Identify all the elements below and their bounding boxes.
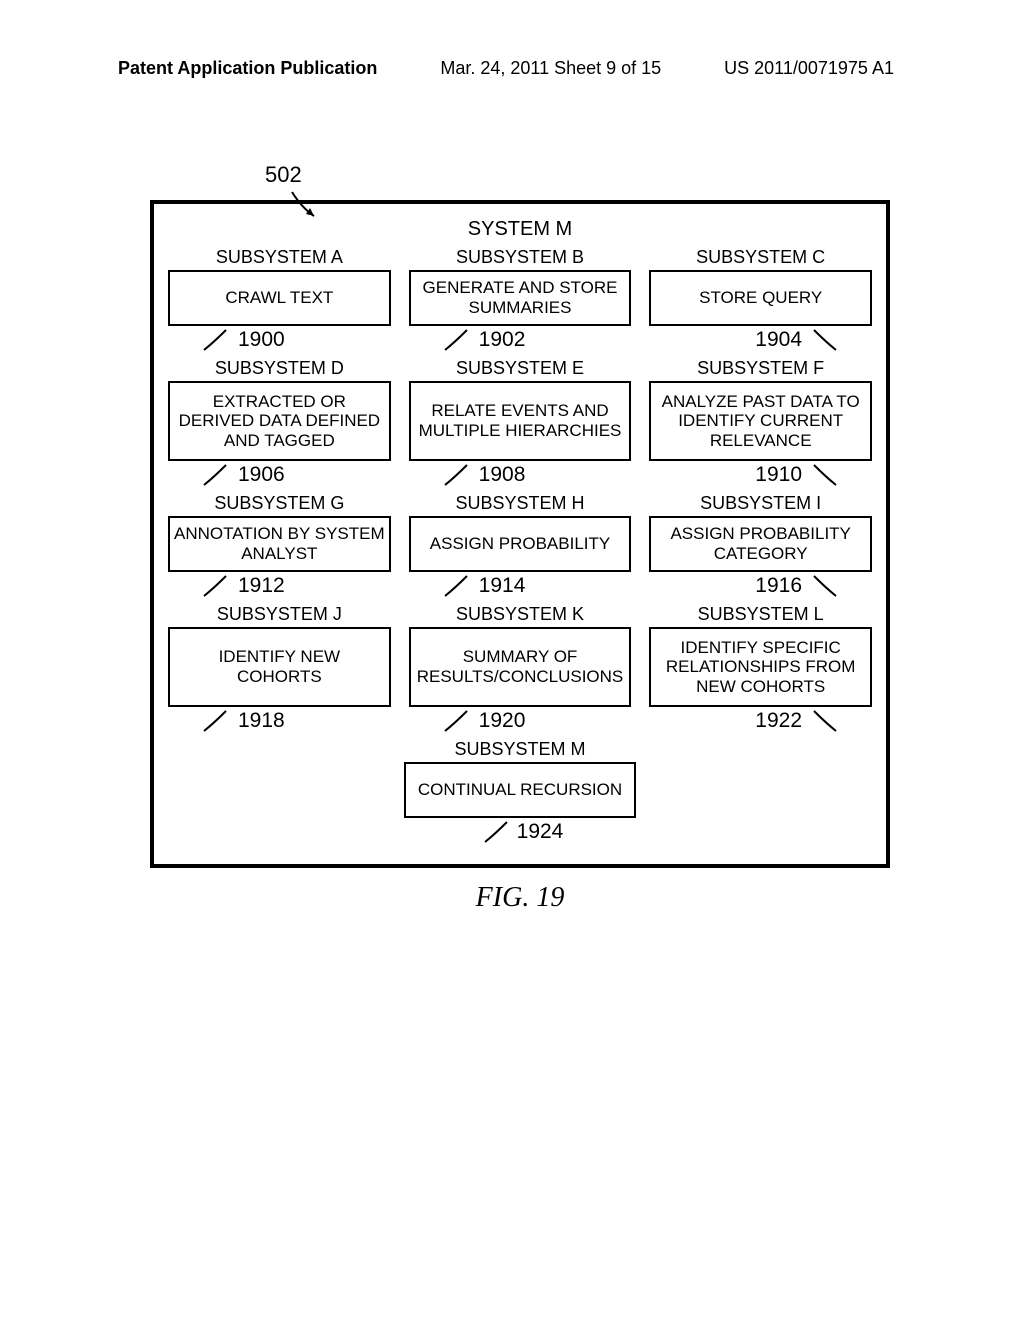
ref-number: 1904: [755, 328, 802, 352]
subsystem-label: SUBSYSTEM K: [456, 604, 584, 625]
header-right: US 2011/0071975 A1: [724, 58, 894, 79]
subsystem-row: SUBSYSTEM GANNOTATION BY SYSTEM ANALYST1…: [168, 493, 872, 600]
lead-line-icon: [196, 463, 240, 489]
subsystem-cell: SUBSYSTEM DEXTRACTED OR DERIVED DATA DEF…: [168, 358, 391, 489]
ref-number: 1912: [238, 574, 285, 598]
subsystem-box: CONTINUAL RECURSION: [404, 762, 636, 818]
ref-row: 1910: [649, 463, 872, 489]
ref-number: 1902: [479, 328, 526, 352]
subsystem-label: SUBSYSTEM D: [215, 358, 344, 379]
subsystem-box: RELATE EVENTS AND MULTIPLE HIERARCHIES: [409, 381, 632, 461]
lead-line-icon: [437, 574, 481, 600]
page-header: Patent Application Publication Mar. 24, …: [0, 58, 1024, 79]
callout-502: 502: [265, 162, 302, 188]
subsystem-box: EXTRACTED OR DERIVED DATA DEFINED AND TA…: [168, 381, 391, 461]
subsystem-cell: SUBSYSTEM HASSIGN PROBABILITY1914: [409, 493, 632, 600]
ref-number: 1910: [755, 463, 802, 487]
header-center: Mar. 24, 2011 Sheet 9 of 15: [440, 58, 661, 79]
ref-row: 1912: [168, 574, 391, 600]
subsystem-label: SUBSYSTEM I: [700, 493, 821, 514]
bottom-row: SUBSYSTEM M CONTINUAL RECURSION 1924: [168, 739, 872, 846]
lead-line-icon: [196, 574, 240, 600]
subsystem-label: SUBSYSTEM A: [216, 247, 343, 268]
subsystem-label: SUBSYSTEM J: [217, 604, 342, 625]
ref-row: 1914: [409, 574, 632, 600]
lead-line-icon: [196, 328, 240, 354]
subsystem-label: SUBSYSTEM L: [698, 604, 824, 625]
subsystem-cell: SUBSYSTEM JIDENTIFY NEW COHORTS1918: [168, 604, 391, 735]
subsystem-box: STORE QUERY: [649, 270, 872, 326]
system-box: SYSTEM M SUBSYSTEM ACRAWL TEXT1900SUBSYS…: [150, 200, 890, 868]
subsystem-cell: SUBSYSTEM M CONTINUAL RECURSION 1924: [404, 739, 636, 846]
figure-area: 502 SYSTEM M SUBSYSTEM ACRAWL TEXT1900SU…: [150, 200, 890, 914]
lead-line-icon: [196, 709, 240, 735]
ref-row: 1924: [404, 820, 636, 846]
ref-row: 1918: [168, 709, 391, 735]
subsystem-box: ASSIGN PROBABILITY CATEGORY: [649, 516, 872, 572]
lead-line-icon: [800, 463, 844, 489]
ref-row: 1900: [168, 328, 391, 354]
lead-line-icon: [800, 574, 844, 600]
subsystem-cell: SUBSYSTEM ERELATE EVENTS AND MULTIPLE HI…: [409, 358, 632, 489]
lead-line-icon: [437, 709, 481, 735]
subsystem-box: IDENTIFY NEW COHORTS: [168, 627, 391, 707]
ref-row: 1920: [409, 709, 632, 735]
subsystem-row: SUBSYSTEM DEXTRACTED OR DERIVED DATA DEF…: [168, 358, 872, 489]
subsystem-label: SUBSYSTEM E: [456, 358, 584, 379]
ref-number: 1924: [517, 820, 564, 844]
subsystem-cell: SUBSYSTEM ACRAWL TEXT1900: [168, 247, 391, 354]
system-title: SYSTEM M: [168, 218, 872, 241]
ref-row: 1904: [649, 328, 872, 354]
subsystem-label: SUBSYSTEM M: [454, 739, 585, 760]
ref-number: 1920: [479, 709, 526, 733]
ref-row: 1906: [168, 463, 391, 489]
ref-number: 1922: [755, 709, 802, 733]
subsystem-box: SUMMARY OF RESULTS/CONCLUSIONS: [409, 627, 632, 707]
subsystem-cell: SUBSYSTEM BGENERATE AND STORE SUMMARIES1…: [409, 247, 632, 354]
subsystem-label: SUBSYSTEM C: [696, 247, 825, 268]
ref-number: 1916: [755, 574, 802, 598]
ref-number: 1914: [479, 574, 526, 598]
ref-row: 1908: [409, 463, 632, 489]
subsystem-cell: SUBSYSTEM LIDENTIFY SPECIFIC RELATIONSHI…: [649, 604, 872, 735]
lead-line-icon: [477, 820, 521, 846]
subsystem-row: SUBSYSTEM ACRAWL TEXT1900SUBSYSTEM BGENE…: [168, 247, 872, 354]
subsystem-label: SUBSYSTEM F: [697, 358, 824, 379]
ref-number: 1900: [238, 328, 285, 352]
subsystem-row: SUBSYSTEM JIDENTIFY NEW COHORTS1918SUBSY…: [168, 604, 872, 735]
ref-row: 1902: [409, 328, 632, 354]
subsystem-cell: SUBSYSTEM GANNOTATION BY SYSTEM ANALYST1…: [168, 493, 391, 600]
subsystem-box: ANNOTATION BY SYSTEM ANALYST: [168, 516, 391, 572]
subsystem-cell: SUBSYSTEM FANALYZE PAST DATA TO IDENTIFY…: [649, 358, 872, 489]
subsystem-box: IDENTIFY SPECIFIC RELATIONSHIPS FROM NEW…: [649, 627, 872, 707]
ref-number: 1906: [238, 463, 285, 487]
ref-row: 1922: [649, 709, 872, 735]
callout-arrow-icon: [284, 190, 324, 220]
ref-number: 1908: [479, 463, 526, 487]
lead-line-icon: [437, 328, 481, 354]
header-left: Patent Application Publication: [118, 58, 377, 79]
subsystem-cell: SUBSYSTEM IASSIGN PROBABILITY CATEGORY19…: [649, 493, 872, 600]
subsystem-label: SUBSYSTEM H: [455, 493, 584, 514]
subsystem-label: SUBSYSTEM B: [456, 247, 584, 268]
subsystem-cell: SUBSYSTEM CSTORE QUERY1904: [649, 247, 872, 354]
subsystem-cell: SUBSYSTEM KSUMMARY OF RESULTS/CONCLUSION…: [409, 604, 632, 735]
subsystem-box: CRAWL TEXT: [168, 270, 391, 326]
figure-caption: FIG. 19: [150, 882, 890, 914]
subsystem-box: GENERATE AND STORE SUMMARIES: [409, 270, 632, 326]
subsystem-box: ANALYZE PAST DATA TO IDENTIFY CURRENT RE…: [649, 381, 872, 461]
ref-number: 1918: [238, 709, 285, 733]
subsystem-box: ASSIGN PROBABILITY: [409, 516, 632, 572]
lead-line-icon: [800, 328, 844, 354]
subsystem-rows: SUBSYSTEM ACRAWL TEXT1900SUBSYSTEM BGENE…: [168, 247, 872, 735]
lead-line-icon: [437, 463, 481, 489]
subsystem-label: SUBSYSTEM G: [214, 493, 344, 514]
lead-line-icon: [800, 709, 844, 735]
ref-row: 1916: [649, 574, 872, 600]
